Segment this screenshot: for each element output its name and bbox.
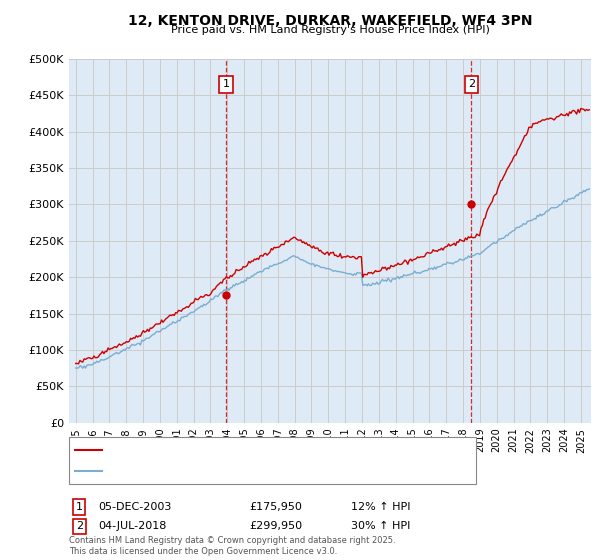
Text: Contains HM Land Registry data © Crown copyright and database right 2025.
This d: Contains HM Land Registry data © Crown c… (69, 536, 395, 556)
Text: Price paid vs. HM Land Registry's House Price Index (HPI): Price paid vs. HM Land Registry's House … (170, 25, 490, 35)
Text: 1: 1 (223, 80, 229, 89)
Text: £175,950: £175,950 (249, 502, 302, 512)
Text: 2: 2 (468, 80, 475, 89)
Text: 1: 1 (76, 502, 83, 512)
Text: 12% ↑ HPI: 12% ↑ HPI (351, 502, 410, 512)
Text: 04-JUL-2018: 04-JUL-2018 (98, 521, 166, 531)
Text: 12, KENTON DRIVE, DURKAR, WAKEFIELD, WF4 3PN (detached house): 12, KENTON DRIVE, DURKAR, WAKEFIELD, WF4… (106, 445, 448, 455)
Text: 12, KENTON DRIVE, DURKAR, WAKEFIELD, WF4 3PN: 12, KENTON DRIVE, DURKAR, WAKEFIELD, WF4… (128, 14, 532, 28)
Text: 30% ↑ HPI: 30% ↑ HPI (351, 521, 410, 531)
Text: HPI: Average price, detached house, Wakefield: HPI: Average price, detached house, Wake… (106, 466, 334, 476)
Text: 2: 2 (76, 521, 83, 531)
Text: £299,950: £299,950 (249, 521, 302, 531)
Text: 05-DEC-2003: 05-DEC-2003 (98, 502, 171, 512)
